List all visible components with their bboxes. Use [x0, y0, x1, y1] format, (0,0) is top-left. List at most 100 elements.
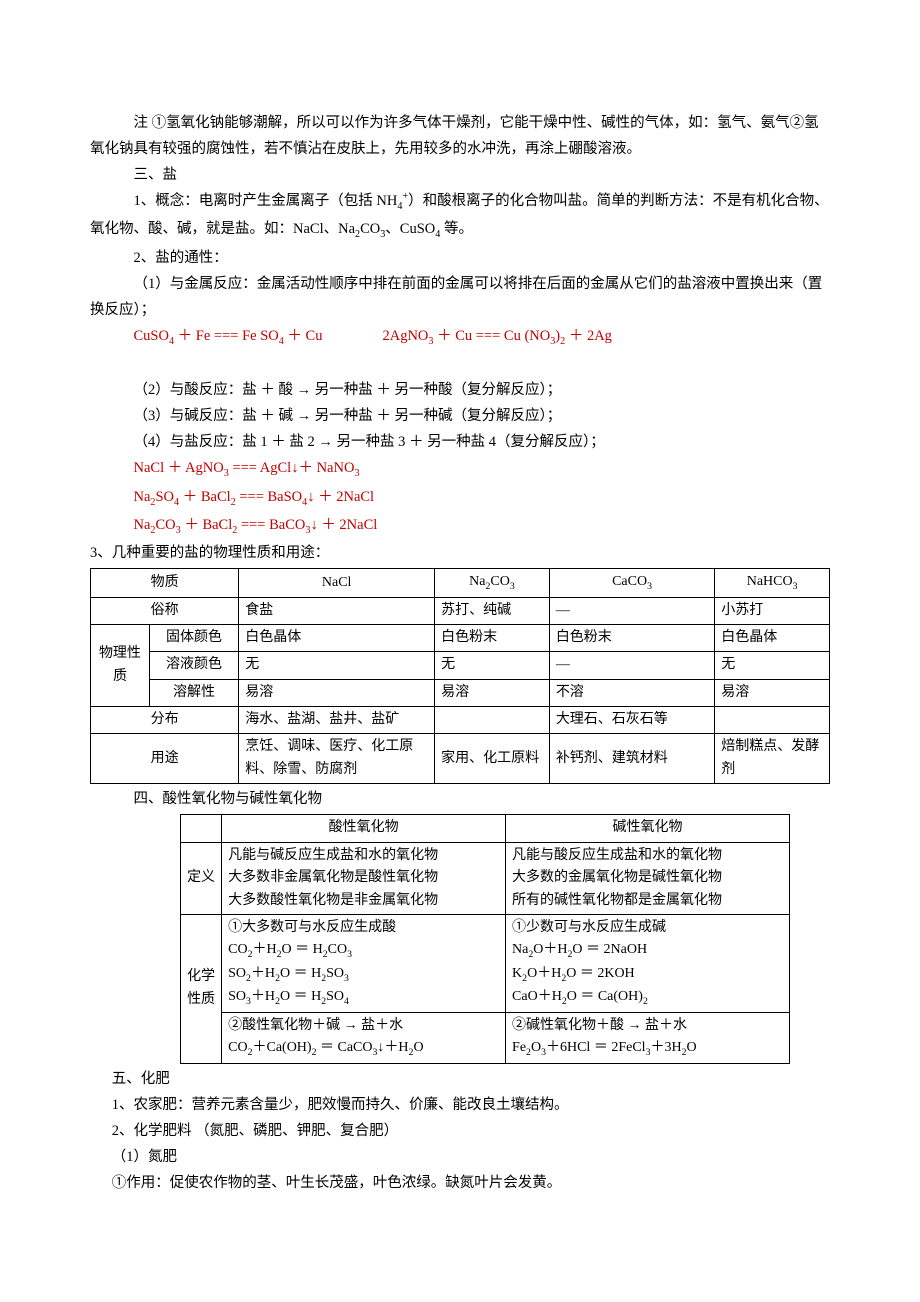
eq-baco3: Na2CO3 ＋ BaCl2 === BaCO3↓ ＋ 2NaCl — [90, 512, 830, 540]
cell-sol-1: 易溶 — [239, 679, 435, 706]
blank-line-1 — [90, 351, 830, 377]
th-liqcolor: 溶液颜色 — [149, 652, 238, 679]
salt-prop-3: （3）与碱反应：盐 ＋ 碱 → 另一种盐 ＋ 另一种碱（复分解反应）； — [90, 403, 830, 429]
cell-chem-acid-2: ②酸性氧化物＋碱 → 盐＋水 CO2＋Ca(OH)2 ＝ CaCO3↓＋H2O — [222, 1012, 506, 1063]
salt-prop-2: （2）与酸反应：盐 ＋ 酸 → 另一种盐 ＋ 另一种酸（复分解反应）； — [90, 377, 830, 403]
salt-def-text-5: 等。 — [440, 221, 473, 237]
cell-dist-1: 海水、盐湖、盐井、盐矿 — [239, 707, 435, 734]
table-row: 定义 凡能与碱反应生成盐和水的氧化物 大多数非金属氧化物是酸性氧化物 大多数酸性… — [181, 842, 790, 914]
table-row: 酸性氧化物 碱性氧化物 — [181, 815, 790, 842]
nh4-sub: 4 — [397, 201, 402, 212]
salt-prop-4: （4）与盐反应：盐 1 ＋ 盐 2 → 另一种盐 3 ＋ 另一种盐 4（复分解反… — [90, 429, 830, 455]
eq3-d: === BaSO — [236, 489, 302, 505]
cell-sc-1: 白色晶体 — [239, 624, 435, 651]
cell-def-acid: 凡能与碱反应生成盐和水的氧化物 大多数非金属氧化物是酸性氧化物 大多数酸性氧化物… — [222, 842, 506, 914]
th-definition: 定义 — [181, 842, 222, 914]
eq4-d: === BaCO — [237, 517, 305, 533]
eq-baso4: Na2SO4 ＋ BaCl2 === BaSO4↓ ＋ 2NaCl — [90, 484, 830, 512]
table-row: 用途 烹饪、调味、医疗、化工原料、除雪、防腐剂 家用、化工原料 补钙剂、建筑材料… — [91, 734, 830, 784]
section-4-heading: 四、酸性氧化物与碱性氧化物 — [90, 786, 830, 812]
salt-properties-table: 物质 NaCl Na2CO3 CaCO3 NaHCO3 俗称 食盐 苏打、纯碱 … — [90, 568, 830, 784]
cell-vulgar-1: 食盐 — [239, 597, 435, 624]
section-3-heading: 三、盐 — [90, 162, 830, 188]
eq1-d: 2AgNO — [382, 328, 428, 344]
cell-dist-3: 大理石、石灰石等 — [549, 707, 714, 734]
eq1-a: CuSO — [134, 328, 169, 344]
th-use: 用途 — [91, 734, 239, 784]
th-acidic-oxide: 酸性氧化物 — [222, 815, 506, 842]
salt-definition: 1、概念：电离时产生金属离子（包括 NH4+）和酸根离子的化合物叫盐。简单的判断… — [90, 188, 830, 244]
cell-lc-2: 无 — [435, 652, 550, 679]
cell-sc-3: 白色粉末 — [549, 624, 714, 651]
th-caco3: CaCO3 — [549, 569, 714, 597]
eq3-b: SO — [155, 489, 174, 505]
fertilizer-1: 1、农家肥：营养元素含量少，肥效慢而持久、价廉、能改良土壤结构。 — [90, 1092, 830, 1118]
table-row: 俗称 食盐 苏打、纯碱 — 小苏打 — [91, 597, 830, 624]
cell-sc-2: 白色粉末 — [435, 624, 550, 651]
note-naoh: 注 ①氢氧化钠能够潮解，所以可以作为许多气体干燥剂，它能干燥中性、碱性的气体，如… — [90, 110, 830, 162]
cell-use-3: 补钙剂、建筑材料 — [549, 734, 714, 784]
table-row: 溶解性 易溶 易溶 不溶 易溶 — [91, 679, 830, 706]
cell-use-4: 焙制糕点、发酵剂 — [715, 734, 830, 784]
cell-sol-2: 易溶 — [435, 679, 550, 706]
eq3-c: ＋ BaCl — [179, 489, 231, 505]
cell-sol-3: 不溶 — [549, 679, 714, 706]
th-dist: 分布 — [91, 707, 239, 734]
th-vulgar: 俗称 — [91, 597, 239, 624]
th-na2co3: Na2CO3 — [435, 569, 550, 597]
salt-prop-heading: 2、盐的通性： — [90, 245, 830, 271]
cell-chem-base-1: ①少数可与水反应生成碱 Na2O＋H2O ＝ 2NaOH K2O＋H2O ＝ 2… — [506, 914, 790, 1012]
th-nacl: NaCl — [239, 569, 435, 597]
eq4-a: Na — [134, 517, 151, 533]
salt-def-text-1: 1、概念：电离时产生金属离子（包括 NH — [134, 193, 398, 209]
th-chem: 化学性质 — [181, 914, 222, 1063]
eq1-g: ＋ 2Ag — [565, 328, 612, 344]
oxide-comparison-table: 酸性氧化物 碱性氧化物 定义 凡能与碱反应生成盐和水的氧化物 大多数非金属氧化物… — [180, 814, 790, 1063]
cell-sol-4: 易溶 — [715, 679, 830, 706]
table-row: 物理性质 固体颜色 白色晶体 白色粉末 白色粉末 白色晶体 — [91, 624, 830, 651]
cell-lc-3: — — [549, 652, 714, 679]
eq2-b: === AgCl↓＋ NaNO — [229, 460, 355, 476]
eq4-c: ＋ BaCl — [181, 517, 233, 533]
eq-agcl: NaCl ＋ AgNO3 === AgCl↓＋ NaNO3 — [90, 455, 830, 483]
cell-chem-base-2: ②碱性氧化物＋酸 → 盐＋水 Fe2O3＋6HCl ＝ 2FeCl3＋3H2O — [506, 1012, 790, 1063]
cell-sc-4: 白色晶体 — [715, 624, 830, 651]
cell-def-base: 凡能与酸反应生成盐和水的氧化物 大多数的金属氧化物是碱性氧化物 所有的碱性氧化物… — [506, 842, 790, 914]
section-5-heading: 五、化肥 — [90, 1066, 830, 1092]
th-substance: 物质 — [91, 569, 239, 597]
eq4-e: ↓ ＋ 2NaCl — [310, 517, 377, 533]
eq3-e: ↓ ＋ 2NaCl — [307, 489, 374, 505]
table-row: 化学性质 ①大多数可与水反应生成酸 CO2＋H2O ＝ H2CO3 SO2＋H2… — [181, 914, 790, 1012]
cell-dist-4 — [715, 707, 830, 734]
cell-chem-acid-1: ①大多数可与水反应生成酸 CO2＋H2O ＝ H2CO3 SO2＋H2O ＝ H… — [222, 914, 506, 1012]
cell-dist-2 — [435, 707, 550, 734]
table-row: ②酸性氧化物＋碱 → 盐＋水 CO2＋Ca(OH)2 ＝ CaCO3↓＋H2O … — [181, 1012, 790, 1063]
eq1-b: ＋ Fe === Fe SO — [174, 328, 279, 344]
table-row: 溶液颜色 无 无 — 无 — [91, 652, 830, 679]
eq3-a: Na — [134, 489, 151, 505]
salt-prop-1: （1）与金属反应：金属活动性顺序中排在前面的金属可以将排在后面的金属从它们的盐溶… — [90, 271, 830, 323]
th-nahco3: NaHCO3 — [715, 569, 830, 597]
eq4-b: CO — [155, 517, 175, 533]
cell-use-1: 烹饪、调味、医疗、化工原料、除雪、防腐剂 — [239, 734, 435, 784]
eq-metal-displacement: CuSO4 ＋ Fe === Fe SO4 ＋ Cu2AgNO3 ＋ Cu ==… — [90, 323, 830, 351]
fertilizer-2: 2、化学肥料 （氮肥、磷肥、钾肥、复合肥） — [90, 1118, 830, 1144]
cell-vulgar-4: 小苏打 — [715, 597, 830, 624]
th-blank — [181, 815, 222, 842]
th-phys: 物理性质 — [91, 624, 150, 706]
cell-vulgar-2: 苏打、纯碱 — [435, 597, 550, 624]
cell-lc-4: 无 — [715, 652, 830, 679]
cell-use-2: 家用、化工原料 — [435, 734, 550, 784]
cell-vulgar-3: — — [549, 597, 714, 624]
eq2-a: NaCl ＋ AgNO — [134, 460, 224, 476]
th-solidcolor: 固体颜色 — [149, 624, 238, 651]
salt-def-text-3: CO — [360, 221, 380, 237]
salt-def-text-4: 、CuSO — [385, 221, 435, 237]
table-row: 分布 海水、盐湖、盐井、盐矿 大理石、石灰石等 — [91, 707, 830, 734]
salt-table-heading: 3、几种重要的盐的物理性质和用途： — [90, 540, 830, 566]
th-sol: 溶解性 — [149, 679, 238, 706]
eq1-e: ＋ Cu === Cu (NO — [433, 328, 550, 344]
eq1-c: ＋ Cu — [284, 328, 323, 344]
cell-lc-1: 无 — [239, 652, 435, 679]
fertilizer-4: ①作用：促使农作物的茎、叶生长茂盛，叶色浓绿。缺氮叶片会发黄。 — [90, 1170, 830, 1196]
